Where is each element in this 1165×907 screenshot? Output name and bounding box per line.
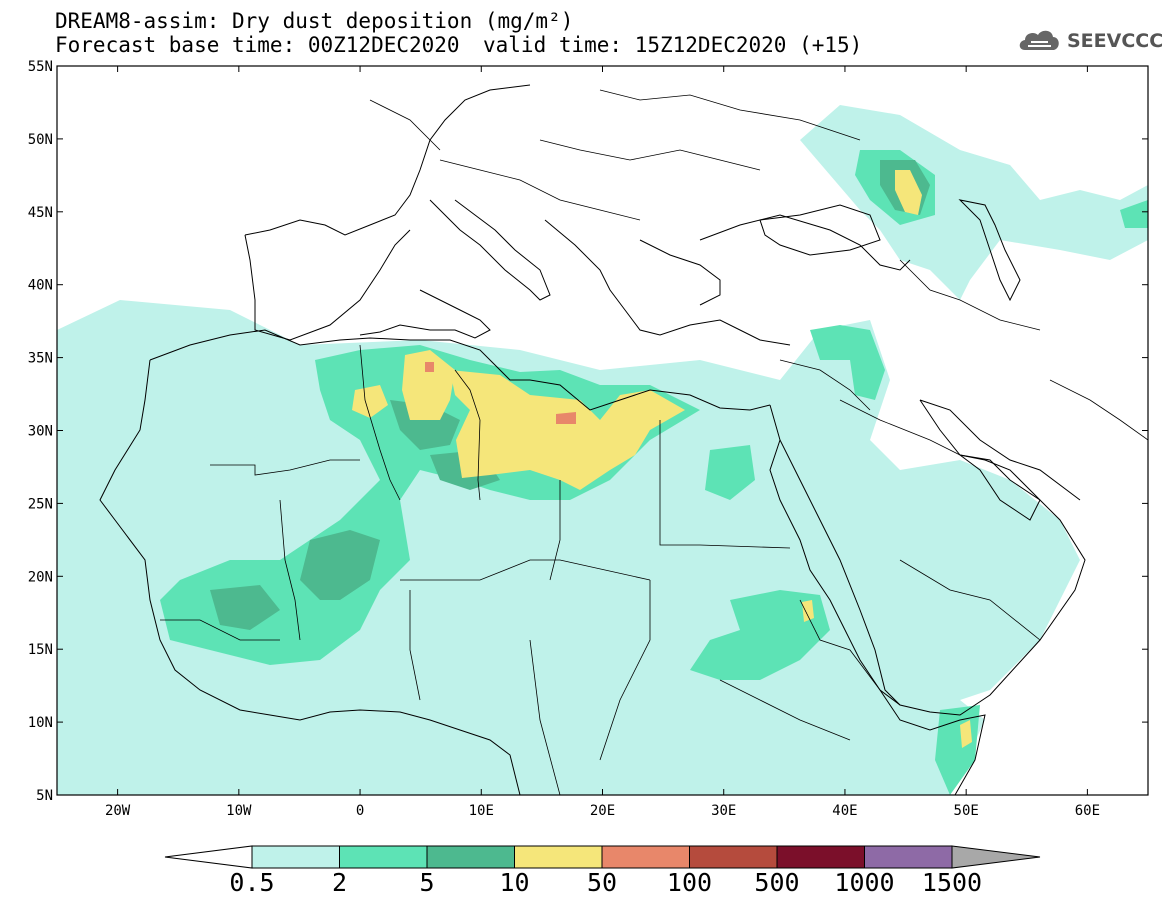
colorbar-label: 5 — [419, 868, 435, 897]
lat-tick-label: 30N — [28, 424, 53, 440]
lat-tick-label: 15N — [28, 642, 53, 658]
colorbar-label: 10 — [499, 868, 530, 897]
contour-10 — [352, 170, 972, 748]
lat-tick-label: 35N — [28, 351, 53, 367]
lat-tick-label: 10N — [28, 715, 53, 731]
lat-tick-label: 25N — [28, 496, 53, 512]
colorbar-label: 50 — [586, 868, 618, 897]
logo-text: SEEVCCC — [1067, 30, 1164, 52]
cloud-icon — [1019, 30, 1059, 50]
seevccc-logo: SEEVCCC — [1015, 24, 1163, 58]
lat-tick-label: 55N — [28, 59, 53, 75]
colorbar-segment — [601, 845, 690, 869]
lat-tick-label: 40N — [28, 278, 53, 294]
valid-time: valid time: 15Z12DEC2020 (+15) — [483, 33, 863, 57]
colorbar — [164, 845, 1041, 869]
lon-tick-label: 20E — [590, 803, 615, 819]
lon-tick-label: 50E — [954, 803, 979, 819]
lat-tick-label: 20N — [28, 569, 53, 585]
colorbar-label: 0.5 — [229, 868, 275, 897]
lon-tick-label: 60E — [1075, 803, 1100, 819]
colorbar-segment — [514, 845, 603, 869]
country-borders — [160, 89, 1148, 795]
axis-labels: 20W 10W 0 10E 20E 30E 40E 50E 60E 55N 50N 45N 40N 35N… — [28, 59, 1100, 819]
colorbar-upper-extension — [951, 845, 1041, 869]
colorbar-segment — [251, 845, 340, 869]
lat-tick-label: 45N — [28, 205, 53, 221]
colorbar-label: 2 — [331, 868, 348, 897]
colorbar-segment — [864, 845, 953, 869]
lon-tick-label: 10W — [226, 803, 252, 819]
colorbar-segment — [689, 845, 778, 869]
colorbar-segment — [339, 845, 428, 869]
contour-50 — [425, 362, 576, 424]
dust-contours — [57, 105, 1148, 795]
colorbar-label: 500 — [754, 868, 800, 897]
axis-ticks — [57, 65, 1148, 796]
colorbar-label: 100 — [666, 868, 713, 897]
lat-tick-label: 50N — [28, 132, 53, 148]
lon-tick-label: 40E — [832, 803, 857, 819]
colorbar-label: 1000 — [834, 868, 895, 897]
lon-tick-label: 30E — [711, 803, 736, 819]
colorbar-segment — [426, 845, 515, 869]
colorbar-label: 1500 — [921, 868, 983, 897]
lon-tick-label: 20W — [105, 803, 131, 819]
lat-tick-label: 5N — [36, 788, 53, 804]
map-plot-area — [57, 84, 1148, 795]
forecast-times: Forecast base time: 00Z12DEC2020 valid ti… — [55, 33, 862, 57]
colorbar-lower-extension — [164, 845, 253, 869]
lon-tick-label: 10E — [469, 803, 494, 819]
lon-tick-label: 0 — [356, 803, 364, 819]
map-title: DREAM8-assim: Dry dust deposition (mg/m²… — [55, 9, 574, 33]
base-time: Forecast base time: 00Z12DEC2020 — [55, 33, 460, 57]
colorbar-segment — [776, 845, 865, 869]
coastlines — [99, 84, 1086, 795]
